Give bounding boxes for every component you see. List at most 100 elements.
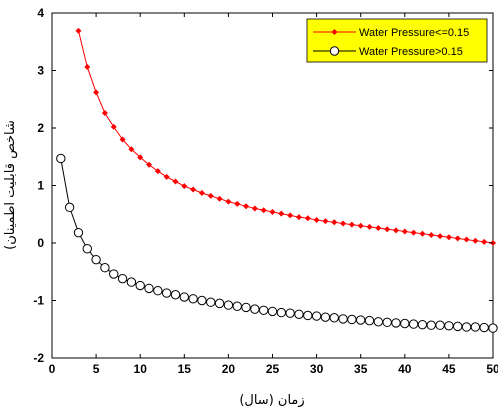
data-point-circle [109,269,119,279]
data-point-circle [338,314,348,324]
data-point-circle [214,298,225,309]
legend-marker-diamond [331,29,338,35]
data-point-diamond [198,189,205,196]
data-point-diamond [110,123,117,130]
data-point-diamond [384,226,391,233]
data-point-diamond [340,220,347,227]
data-point-diamond [190,186,197,193]
data-point-diamond [84,64,91,71]
data-point-circle [232,301,242,311]
data-point-circle [179,292,190,302]
data-point-circle [206,297,216,307]
data-point-diamond [207,192,214,199]
data-point-circle [170,290,181,300]
data-point-diamond [445,234,452,241]
y-tick-label: 4 [37,6,44,20]
data-point-circle [117,273,128,284]
data-point-circle [408,319,419,329]
y-tick-label: -2 [33,351,44,365]
data-point-diamond [225,198,232,205]
data-point-diamond [392,227,399,234]
data-point-circle [135,280,145,291]
data-point-circle [303,310,313,321]
data-point-circle [311,311,322,321]
data-point-diamond [260,207,267,214]
x-tick-label: 40 [398,362,412,376]
data-point-circle [356,315,366,325]
data-point-diamond [163,173,170,180]
data-point-circle [382,317,392,328]
data-point-diamond [313,217,320,223]
x-tick-label: 35 [354,362,368,376]
legend-label-series-1: Water Pressure<=0.15 [359,27,469,39]
data-point-circle [73,227,84,238]
data-point-circle [258,305,269,315]
data-point-diamond [348,221,355,228]
data-point-circle [276,307,287,318]
x-axis-title: زمان (سال) [239,393,304,408]
data-point-diamond [454,235,461,242]
data-point-circle [64,202,75,213]
data-point-circle [461,322,472,332]
data-point-diamond [428,231,435,238]
data-point-diamond [472,237,479,244]
data-point-circle [364,315,375,326]
data-point-circle [153,286,163,296]
data-point-diamond [437,233,444,240]
x-tick-label: 5 [93,362,100,376]
data-point-diamond [93,89,100,96]
series-layer [56,27,498,333]
data-point-circle [56,153,66,164]
data-point-circle [188,294,198,304]
data-point-circle [400,318,410,329]
y-tick-label: 3 [37,64,44,78]
data-point-circle [435,320,445,330]
data-point-circle [417,319,428,330]
x-tick-label: 15 [178,362,192,376]
data-point-circle [126,277,137,287]
data-point-diamond [295,214,302,221]
data-point-diamond [366,223,373,230]
data-point-circle [391,318,401,328]
data-point-circle [347,314,357,325]
data-point-diamond [269,208,276,215]
data-point-circle [161,288,172,298]
data-point-circle [444,321,454,331]
data-point-diamond [154,168,161,175]
data-point-circle [197,295,207,306]
data-point-circle [267,306,278,317]
y-tick-label: 0 [37,236,44,250]
data-point-diamond [463,236,470,243]
y-tick-label: 1 [37,179,44,193]
legend-label-series-2: Water Pressure>0.15 [359,46,463,58]
data-point-diamond [75,27,82,34]
y-tick-label: 2 [37,121,44,135]
data-point-diamond [251,205,258,212]
x-tick-label: 45 [442,362,456,376]
data-point-diamond [119,136,126,143]
data-point-circle [470,322,481,332]
data-point-diamond [243,203,250,210]
data-point-circle [373,317,384,327]
legend-marker-circle [329,46,340,56]
data-point-circle [100,263,110,273]
data-point-diamond [331,219,338,226]
data-point-diamond [357,222,364,229]
data-point-circle [329,313,339,323]
data-point-circle [453,321,463,332]
data-point-circle [320,312,331,322]
data-point-circle [488,323,498,333]
data-point-diamond [101,110,108,117]
data-point-circle [223,300,234,310]
data-point-diamond [137,154,144,161]
x-tick-label: 30 [310,362,324,376]
data-point-diamond [401,228,408,235]
data-point-diamond [234,200,241,207]
y-tick-label: -1 [33,294,44,308]
data-point-diamond [181,183,188,190]
data-point-circle [479,322,489,333]
legend: Water Pressure<=0.15 Water Pressure>0.15 [306,18,488,63]
data-point-diamond [481,238,488,245]
data-point-diamond [375,225,382,232]
